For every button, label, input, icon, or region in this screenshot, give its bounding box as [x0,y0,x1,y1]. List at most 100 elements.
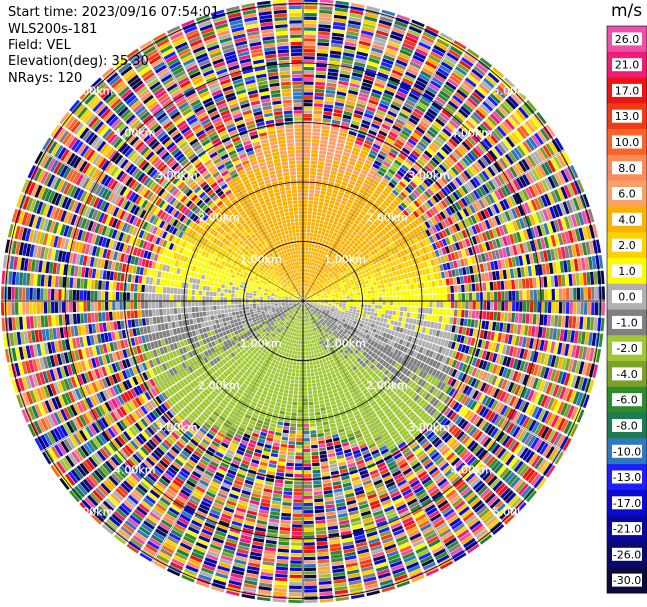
velocity-gate [389,292,393,297]
velocity-gate [314,289,317,292]
velocity-gate [304,319,306,323]
velocity-gate [453,133,463,143]
velocity-gate [408,92,420,101]
velocity-gate [423,114,434,123]
velocity-gate [562,288,566,300]
velocity-gate [303,445,311,449]
velocity-gate [321,472,330,477]
velocity-gate [338,218,344,224]
velocity-gate [341,212,347,218]
velocity-gate [351,173,359,179]
velocity-gate [443,159,453,168]
velocity-gate [340,70,351,76]
velocity-gate [404,301,408,306]
velocity-gate [328,64,340,70]
velocity-gate [444,218,451,227]
velocity-gate [467,48,480,59]
velocity-gate [321,231,325,236]
velocity-gate [428,126,439,136]
velocity-gate [352,201,359,207]
velocity-gate [376,109,386,117]
velocity-gate [341,260,346,265]
velocity-gate [393,320,398,326]
velocity-gate [509,268,515,279]
velocity-gate [445,237,451,245]
velocity-gate [531,168,540,181]
velocity-gate [359,126,369,133]
velocity-gate [348,160,356,166]
velocity-gate [416,76,429,85]
velocity-gate [322,288,326,291]
velocity-gate [351,205,357,210]
velocity-gate [304,326,306,330]
velocity-gate [364,179,371,185]
velocity-gate [474,319,479,328]
velocity-gate [457,174,466,184]
velocity-gate [348,220,354,225]
velocity-gate [305,340,308,345]
velocity-gate [436,166,445,175]
velocity-gate [357,156,366,163]
velocity-gate [341,181,348,187]
velocity-gate [463,170,472,180]
velocity-gate [452,94,464,105]
velocity-gate [401,219,408,227]
velocity-gate [369,315,374,320]
velocity-gate [308,272,311,277]
velocity-gate [306,279,308,283]
velocity-gate [586,317,591,330]
velocity-gate [349,195,355,201]
velocity-gate [313,274,316,279]
velocity-gate [417,173,425,181]
velocity-gate [314,92,324,97]
velocity-gate [375,301,379,305]
velocity-gate [312,293,316,296]
velocity-gate [310,433,317,438]
velocity-gate [429,105,440,114]
velocity-gate [507,95,519,108]
velocity-gate [363,143,372,150]
velocity-gate [493,281,498,291]
velocity-gate [308,405,314,409]
velocity-gate [308,261,312,266]
velocity-gate [361,270,366,275]
velocity-gate [383,318,388,323]
velocity-gate [366,106,376,113]
velocity-gate [326,270,330,274]
velocity-gate [327,390,333,395]
velocity-gate [414,175,423,184]
velocity-gate [426,210,433,218]
velocity-gate [500,280,505,290]
velocity-gate [415,80,427,89]
velocity-gate [304,571,317,575]
velocity-gate [424,314,429,321]
velocity-gate [450,97,461,107]
velocity-gate [350,303,354,307]
velocity-gate [415,227,422,234]
velocity-gate [342,250,347,256]
velocity-gate [425,294,430,301]
velocity-gate [511,131,521,144]
velocity-gate [414,301,419,307]
velocity-gate [339,275,344,279]
velocity-gate [364,321,368,326]
velocity-gate [449,317,454,325]
velocity-gate [329,177,336,183]
velocity-gate [500,186,508,197]
velocity-gate [303,438,310,442]
velocity-gate [326,210,332,215]
velocity-gate [324,302,329,304]
velocity-gate [510,93,522,105]
velocity-gate [441,87,453,97]
velocity-gate [321,183,328,188]
velocity-gate [454,201,462,211]
velocity-gate [345,141,354,147]
velocity-gate [342,307,346,310]
velocity-gate [313,282,316,287]
velocity-gate [382,305,386,310]
velocity-gate [413,147,423,155]
velocity-gate [443,286,447,294]
velocity-gate [364,301,368,305]
velocity-gate [313,484,322,488]
velocity-gate [322,369,327,374]
